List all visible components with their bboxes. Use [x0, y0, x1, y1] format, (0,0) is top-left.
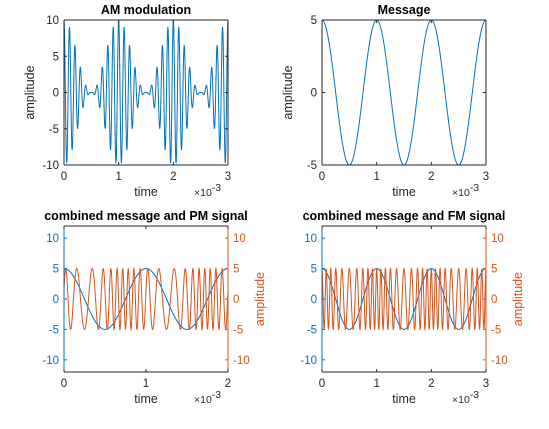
- y-tick-label: 5: [311, 15, 317, 27]
- y-left-tick-label: 10: [46, 233, 59, 245]
- series-line-2: [64, 266, 228, 332]
- x-tick-label: 2: [428, 171, 434, 183]
- x-tick-label: 1: [115, 171, 121, 183]
- y-axis-label-right: amplitude: [253, 272, 267, 326]
- x-tick-label: 0: [319, 171, 325, 183]
- chart-title: combined message and FM signal: [303, 209, 506, 223]
- x-tick-label: 3: [483, 171, 489, 183]
- y-left-tick-label: 0: [311, 294, 317, 306]
- y-right-tick-label: 0: [491, 294, 497, 306]
- y-tick-label: 10: [46, 15, 59, 27]
- x-multiplier-exponent: -3: [212, 389, 221, 401]
- y-left-tick-label: -5: [307, 324, 317, 336]
- x-axis-label: time: [134, 185, 158, 199]
- chart-title: combined message and PM signal: [44, 209, 248, 223]
- x-tick-label: 0: [61, 378, 67, 390]
- series-line-1: [322, 20, 486, 165]
- y-tick-label: 5: [53, 51, 59, 63]
- y-right-tick-label: -5: [491, 324, 501, 336]
- y-left-tick-label: 5: [53, 264, 59, 276]
- y-right-tick-label: 10: [233, 233, 246, 245]
- x-multiplier: ×10-3: [452, 182, 479, 199]
- series-line-1: [322, 268, 486, 330]
- y-tick-label: -5: [307, 160, 317, 172]
- y-axis-label: amplitude: [23, 65, 37, 119]
- x-multiplier-exponent: -3: [212, 182, 221, 194]
- x-axis-label: time: [392, 185, 416, 199]
- x-tick-label: 1: [373, 378, 379, 390]
- y-left-tick-label: 0: [53, 294, 59, 306]
- y-tick-label: 0: [311, 88, 317, 100]
- x-multiplier-exponent: -3: [470, 182, 479, 194]
- y-tick-label: 0: [53, 88, 59, 100]
- y-right-tick-label: 0: [233, 294, 239, 306]
- y-axis-label: amplitude: [281, 65, 295, 119]
- chart-title: Message: [378, 3, 431, 17]
- y-right-tick-label: -10: [233, 355, 250, 367]
- x-tick-label: 3: [225, 171, 231, 183]
- x-tick-label: 0: [61, 171, 67, 183]
- x-tick-label: 3: [483, 378, 489, 390]
- x-tick-label: 1: [373, 171, 379, 183]
- x-tick-label: 2: [170, 171, 176, 183]
- y-left-tick-label: -10: [42, 355, 59, 367]
- x-tick-label: 0: [319, 378, 325, 390]
- y-right-tick-label: -10: [491, 355, 508, 367]
- x-axis-label: time: [392, 392, 416, 406]
- series-line-2: [322, 266, 486, 332]
- y-axis-label-right: amplitude: [511, 272, 525, 326]
- y-left-tick-label: -5: [49, 324, 59, 336]
- y-tick-label: -5: [49, 124, 59, 136]
- y-right-tick-label: -5: [233, 324, 243, 336]
- subplot-1: 0 1 2 3 -10 -5 0 5 10 AM modulation time ×10-3 ampli…: [23, 3, 231, 199]
- x-multiplier-exponent: -3: [470, 389, 479, 401]
- x-axis-label: time: [134, 392, 158, 406]
- x-multiplier: ×10-3: [194, 182, 221, 199]
- chart-title: AM modulation: [101, 3, 191, 17]
- y-right-tick-label: 5: [233, 264, 239, 276]
- x-tick-label: 2: [428, 378, 434, 390]
- x-tick-label: 2: [225, 378, 231, 390]
- y-right-tick-label: 10: [491, 233, 504, 245]
- y-left-tick-label: -10: [300, 355, 317, 367]
- series-line-1: [64, 20, 228, 164]
- x-tick-label: 1: [143, 378, 149, 390]
- y-tick-label: -10: [42, 160, 59, 172]
- y-right-tick-label: 5: [491, 264, 497, 276]
- x-multiplier: ×10-3: [194, 389, 221, 406]
- y-left-tick-label: 10: [304, 233, 317, 245]
- y-left-tick-label: 5: [311, 264, 317, 276]
- x-multiplier: ×10-3: [452, 389, 479, 406]
